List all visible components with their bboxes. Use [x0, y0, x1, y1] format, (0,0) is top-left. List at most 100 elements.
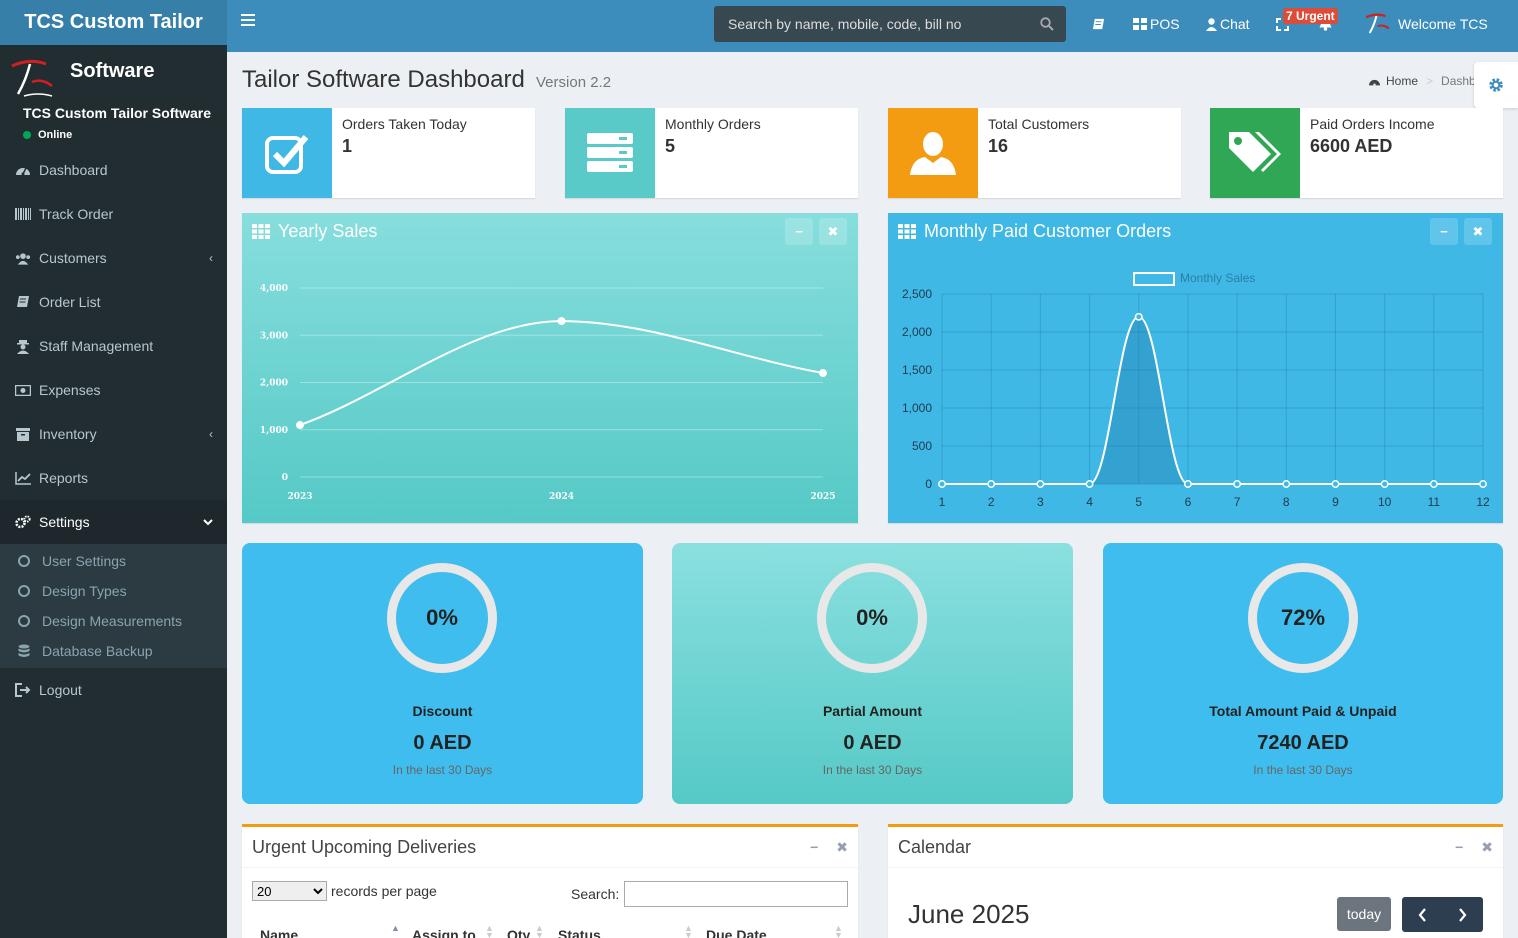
- sidebar-item-reports[interactable]: Reports: [0, 456, 227, 500]
- yearly-sales-plot: 0 1,000 2,000 3,000 4,000 2023 2024 2025: [260, 284, 836, 502]
- x-tick-label: 3: [1037, 495, 1044, 509]
- x-tick-label: 9: [1332, 495, 1339, 509]
- sidebar-item-staff-management[interactable]: Staff Management: [0, 324, 227, 368]
- user-icon: [1206, 17, 1217, 31]
- dashboard-icon: [15, 162, 31, 178]
- panel-tools: − ✖: [810, 839, 848, 856]
- column-header-name[interactable]: Name: [260, 927, 299, 938]
- table-search-input[interactable]: [624, 881, 848, 907]
- yearly-sales-chart: 0 1,000 2,000 3,000 4,000 2023 2024 2025 Yearly…: [242, 213, 858, 523]
- sidebar-item-inventory[interactable]: Inventory ‹: [0, 412, 227, 456]
- chat-button[interactable]: Chat: [1206, 0, 1250, 48]
- y-tick-label: 2,500: [902, 287, 932, 301]
- submenu-item-user-settings[interactable]: User Settings: [0, 546, 227, 576]
- pos-button[interactable]: POS: [1133, 0, 1180, 48]
- search-input[interactable]: [714, 6, 1066, 42]
- stat-label: Partial Amount: [822, 703, 923, 719]
- users-icon: [15, 250, 31, 266]
- calendar-next-button[interactable]: [1443, 897, 1484, 932]
- calendar-panel: Calendar − ✖ June 2025 today: [888, 824, 1503, 938]
- close-button[interactable]: ✖: [836, 839, 848, 855]
- data-point: [1429, 480, 1438, 488]
- sidebar-item-settings[interactable]: Settings: [0, 500, 227, 544]
- sidebar-item-label: Track Order: [39, 206, 114, 222]
- sidebar-item-track-order[interactable]: Track Order: [0, 192, 227, 236]
- sidebar-item-expenses[interactable]: Expenses: [0, 368, 227, 412]
- orders-book-button[interactable]: [1092, 0, 1108, 48]
- close-button[interactable]: ✖: [1464, 218, 1492, 245]
- submenu-item-database-backup[interactable]: Database Backup: [0, 636, 227, 666]
- collapse-button[interactable]: −: [1455, 839, 1464, 855]
- panel-tools: − ✖: [1455, 839, 1493, 856]
- submenu-item-label: User Settings: [42, 553, 127, 569]
- collapse-button[interactable]: −: [1430, 218, 1458, 245]
- submenu-item-design-measurements[interactable]: Design Measurements: [0, 606, 227, 636]
- x-tick-label: 1: [939, 495, 946, 509]
- y-tick-label: 500: [912, 439, 932, 453]
- th-icon: [252, 224, 270, 239]
- sidebar-item-label: Inventory: [39, 426, 97, 442]
- info-box-paid-income[interactable]: Paid Orders Income 6600 AED: [1210, 108, 1503, 198]
- page-title: Tailor Software Dashboard: [242, 66, 525, 93]
- info-box-orders-today[interactable]: Orders Taken Today 1: [242, 108, 535, 198]
- calendar-prev-button[interactable]: [1402, 897, 1443, 932]
- y-tick-label: 2,000: [902, 325, 932, 339]
- brand-logo-text[interactable]: TCS Custom Tailor: [0, 0, 227, 45]
- urgent-badge[interactable]: 7 Urgent: [1283, 8, 1338, 24]
- user-menu[interactable]: Welcome TCS: [1364, 0, 1488, 48]
- user-name: TCS Custom Tailor Software: [23, 105, 211, 121]
- sidebar-item-dashboard[interactable]: Dashboard: [0, 148, 227, 192]
- info-value: 16: [988, 136, 1009, 156]
- data-point: [1134, 312, 1143, 321]
- data-point: [1479, 480, 1487, 488]
- calendar-today-button[interactable]: today: [1337, 897, 1391, 931]
- close-button[interactable]: ✖: [1481, 839, 1493, 855]
- series-line: [299, 320, 824, 426]
- records-per-page-select[interactable]: 20: [252, 881, 327, 901]
- circle-icon: [18, 585, 30, 597]
- chart-title: Yearly Sales: [252, 221, 377, 242]
- collapse-button[interactable]: −: [810, 839, 819, 855]
- submenu-item-label: Design Types: [42, 583, 127, 599]
- x-tick-label: 2024: [549, 492, 574, 502]
- online-dot-icon: [23, 131, 31, 139]
- settings-submenu: User Settings Design Types Design Measur…: [0, 544, 227, 668]
- settings-gear-button[interactable]: [1474, 62, 1518, 108]
- sidebar-toggle-icon[interactable]: [241, 14, 255, 29]
- column-header-qty[interactable]: Qty: [507, 927, 531, 938]
- sidebar-item-customers[interactable]: Customers ‹: [0, 236, 227, 280]
- money-icon: [15, 382, 31, 398]
- sort-asc-icon: ▲: [391, 923, 400, 933]
- user-software-label: Software: [70, 60, 155, 82]
- gear-icon: [1489, 78, 1503, 92]
- column-header-assign-to[interactable]: Assign to: [412, 927, 476, 938]
- close-button[interactable]: ✖: [819, 218, 847, 245]
- breadcrumb-separator: >: [1426, 74, 1434, 88]
- chart-title-text: Yearly Sales: [278, 221, 378, 241]
- data-point: [938, 480, 946, 488]
- data-point: [1183, 480, 1192, 488]
- stat-card-total-amount: 72% Total Amount Paid & Unpaid 7240 AED …: [1103, 543, 1503, 804]
- submenu-item-design-types[interactable]: Design Types: [0, 576, 227, 606]
- data-point: [1233, 480, 1242, 488]
- sidebar-item-label: Logout: [39, 682, 82, 698]
- search-icon[interactable]: [1040, 17, 1054, 31]
- sidebar-item-order-list[interactable]: Order List: [0, 280, 227, 324]
- info-box-total-customers[interactable]: Total Customers 16: [888, 108, 1181, 198]
- records-per-page-label: records per page: [331, 883, 437, 899]
- sidebar-item-logout[interactable]: Logout: [0, 668, 227, 712]
- column-header-status[interactable]: Status: [558, 927, 601, 938]
- info-box-monthly-orders[interactable]: Monthly Orders 5: [565, 108, 858, 198]
- column-header-due-date[interactable]: Due Date: [706, 927, 767, 938]
- y-tick-label: 4,000: [260, 284, 288, 294]
- pos-label: POS: [1150, 16, 1180, 32]
- circle-icon: [18, 555, 30, 567]
- collapse-button[interactable]: −: [785, 218, 813, 245]
- barcode-icon: [15, 206, 31, 222]
- breadcrumb-home[interactable]: Home: [1386, 74, 1419, 88]
- panel-title: Urgent Upcoming Deliveries: [252, 837, 477, 857]
- x-tick-label: 2: [988, 495, 995, 509]
- welcome-text: Welcome TCS: [1398, 16, 1488, 32]
- table-search-label: Search:: [571, 886, 620, 902]
